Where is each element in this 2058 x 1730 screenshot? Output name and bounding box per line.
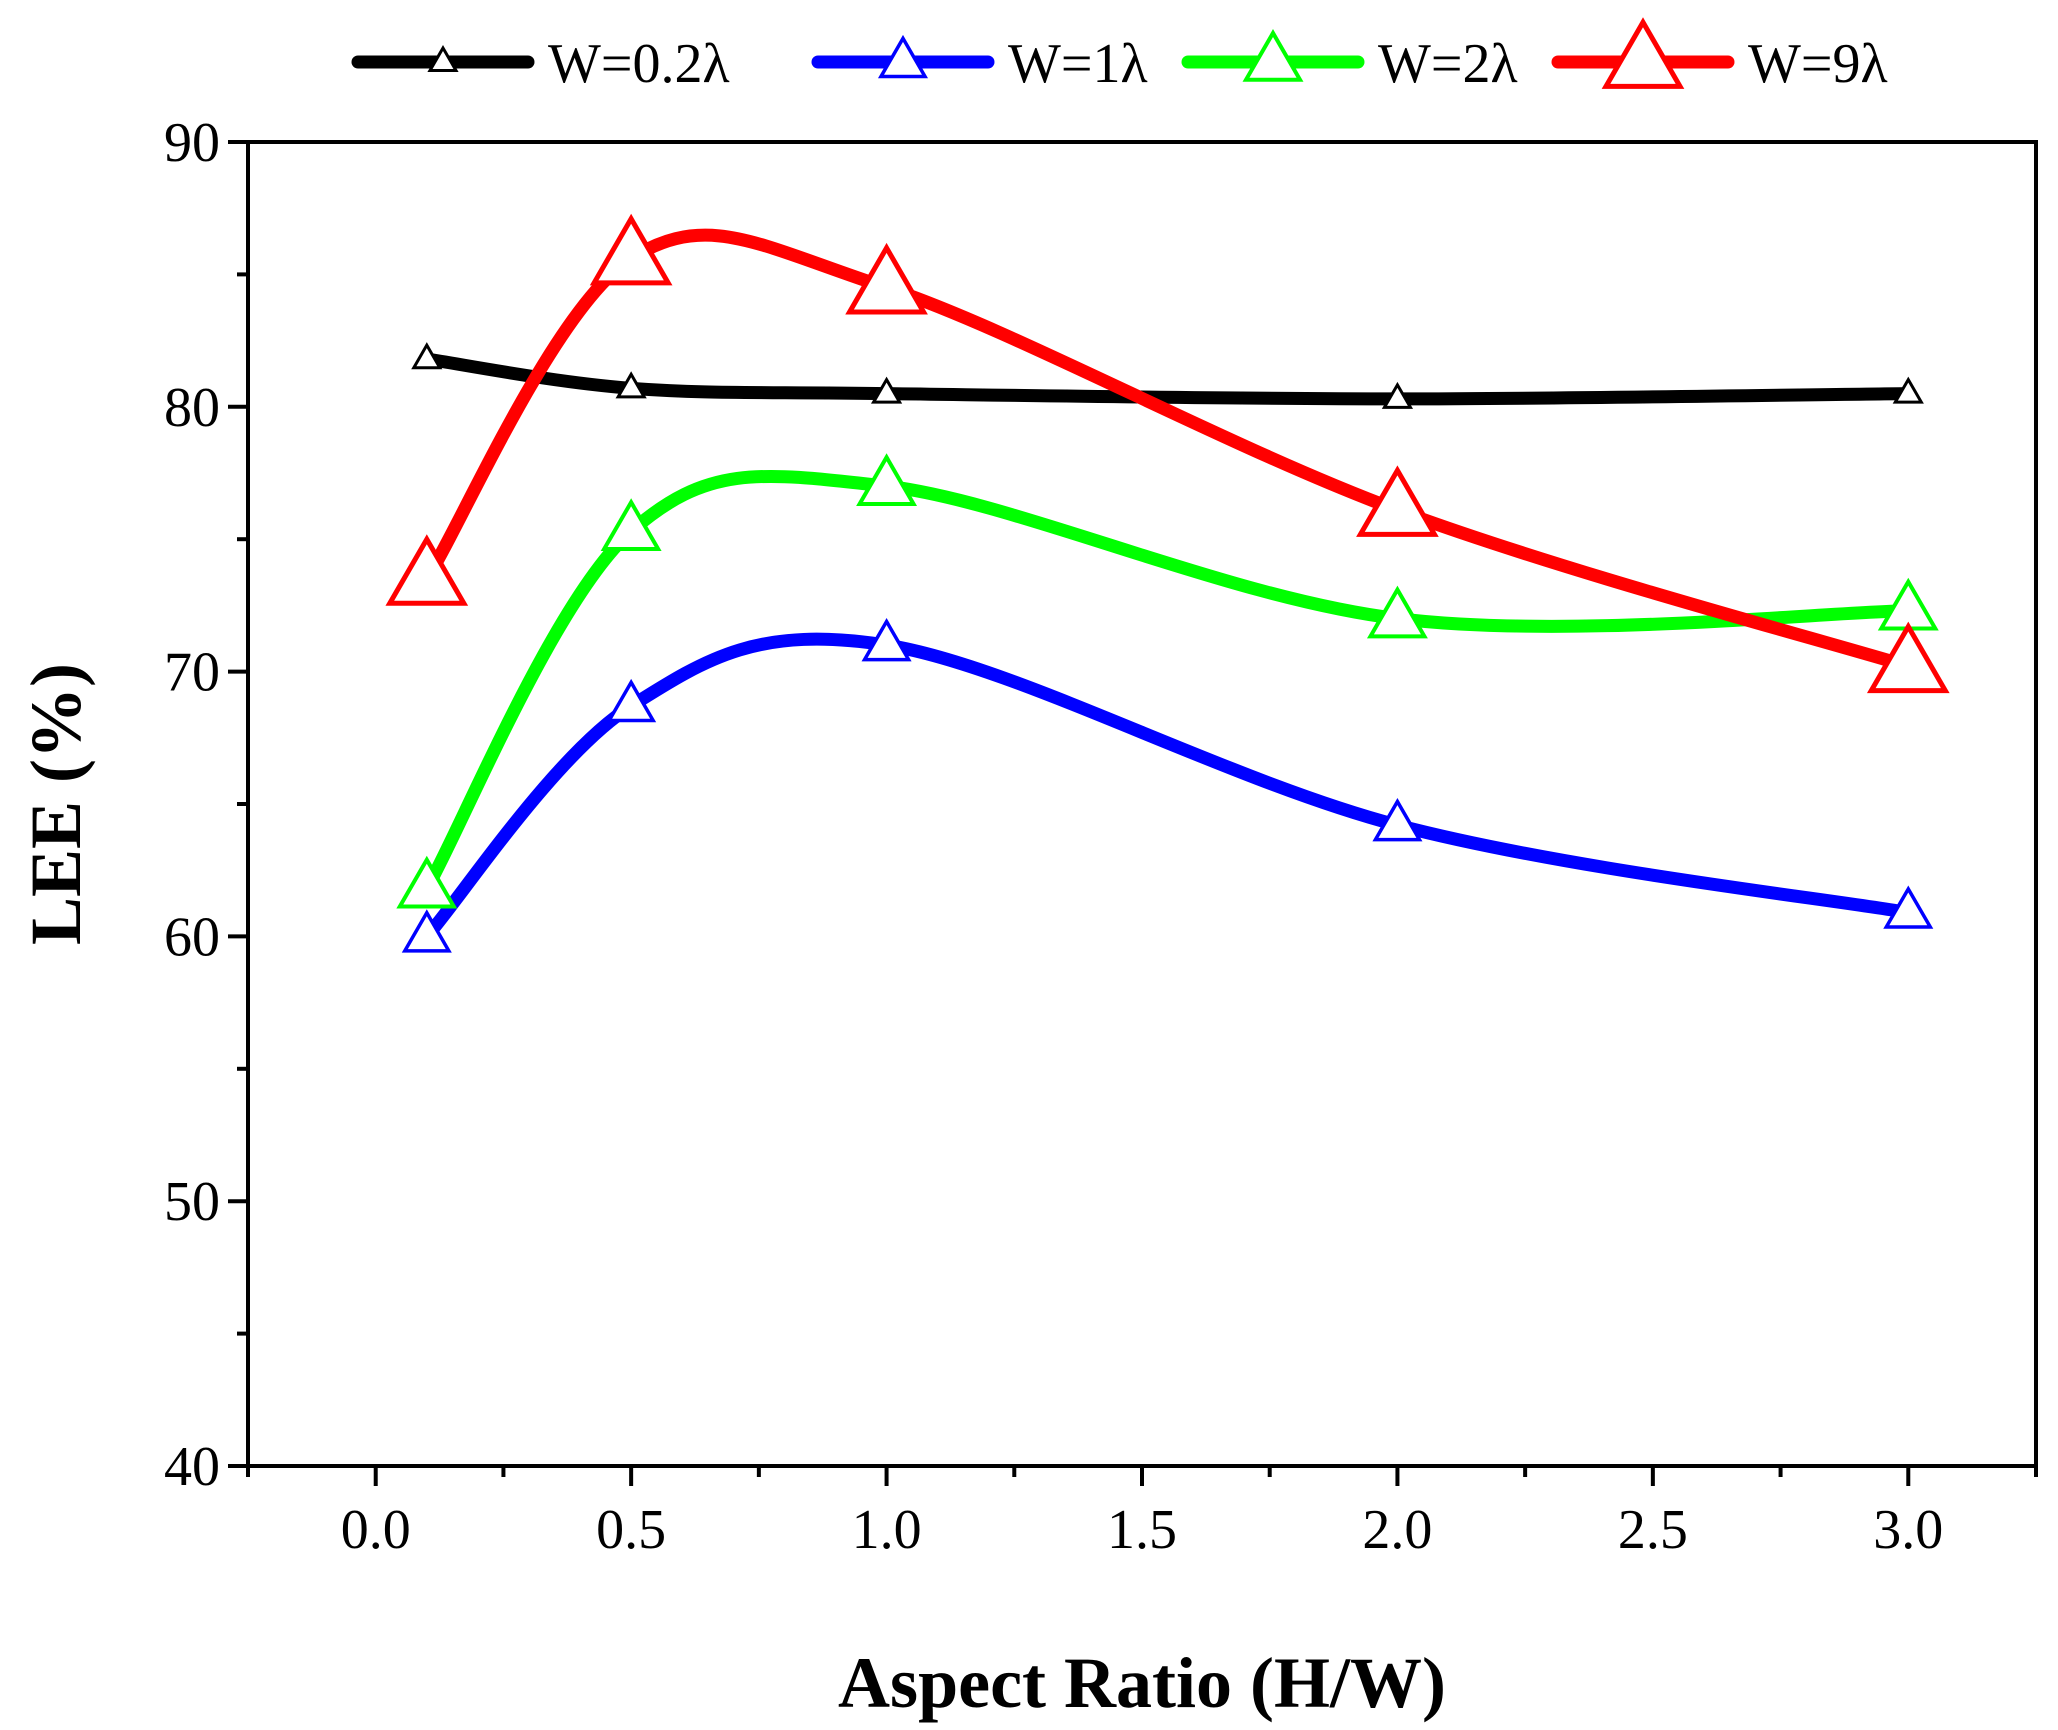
legend-item: W=0.2λ	[351, 33, 730, 95]
series-2	[401, 617, 1934, 953]
data-point	[861, 617, 912, 662]
series-line	[420, 352, 1915, 406]
legend-label: W=0.2λ	[548, 33, 730, 95]
data-point	[396, 855, 458, 909]
x-tick-label: 2.0	[1362, 1499, 1432, 1561]
y-axis: 40 50 60 70 80 90	[164, 112, 248, 1498]
y-tick-label: 40	[164, 1436, 220, 1498]
data-point	[385, 534, 469, 606]
data-point	[1356, 465, 1439, 537]
series-3	[396, 453, 1939, 909]
y-tick-label: 70	[164, 642, 220, 704]
data-point	[1372, 798, 1423, 842]
y-axis-title: LEE (%)	[16, 663, 96, 945]
data-point	[606, 678, 657, 723]
data-point	[1892, 376, 1924, 404]
y-tick-label: 60	[164, 906, 220, 968]
legend-marker	[427, 45, 459, 73]
series-line	[420, 632, 1915, 943]
legend-item: W=9λ	[1551, 17, 1888, 95]
x-axis-title: Aspect Ratio (H/W)	[838, 1643, 1446, 1723]
data-point	[1366, 585, 1428, 639]
x-tick-label: 1.0	[852, 1499, 922, 1561]
data-point	[870, 376, 903, 404]
data-point	[1866, 621, 1950, 694]
data-point	[600, 498, 662, 552]
data-point	[589, 213, 673, 286]
legend-marker	[1242, 29, 1304, 82]
y-tick-label: 90	[164, 112, 220, 174]
data-point	[401, 909, 452, 953]
x-axis: 0.0 0.5 1.0 1.5 2.0 2.5 3.0	[246, 1466, 2038, 1561]
data-point	[1381, 381, 1414, 409]
legend-label: W=1λ	[1008, 33, 1148, 95]
legend: W=0.2λ W=1λ W=2λ W=9λ	[351, 17, 1888, 95]
x-tick-label: 1.5	[1107, 1499, 1177, 1561]
series-layer	[385, 213, 1950, 953]
legend-label: W=2λ	[1378, 33, 1518, 95]
data-point	[845, 242, 928, 315]
legend-label: W=9λ	[1748, 33, 1888, 95]
data-point	[856, 453, 918, 507]
legend-marker	[1601, 17, 1685, 89]
x-tick-label: 0.0	[341, 1499, 411, 1561]
legend-item: W=2λ	[1181, 29, 1518, 95]
x-tick-label: 0.5	[596, 1499, 666, 1561]
series-1	[411, 342, 1924, 409]
data-point	[411, 342, 443, 370]
series-line	[420, 228, 1915, 673]
plot-frame	[246, 140, 2038, 1468]
series-line	[420, 469, 1915, 896]
y-tick-label: 80	[164, 377, 220, 439]
x-tick-label: 2.5	[1618, 1499, 1688, 1561]
y-tick-label: 50	[164, 1171, 220, 1233]
series-4	[385, 213, 1950, 694]
data-point	[615, 371, 647, 399]
x-tick-label: 3.0	[1873, 1499, 1943, 1561]
legend-item: W=1λ	[811, 33, 1148, 95]
legend-marker	[877, 34, 929, 79]
data-point	[1883, 885, 1934, 929]
